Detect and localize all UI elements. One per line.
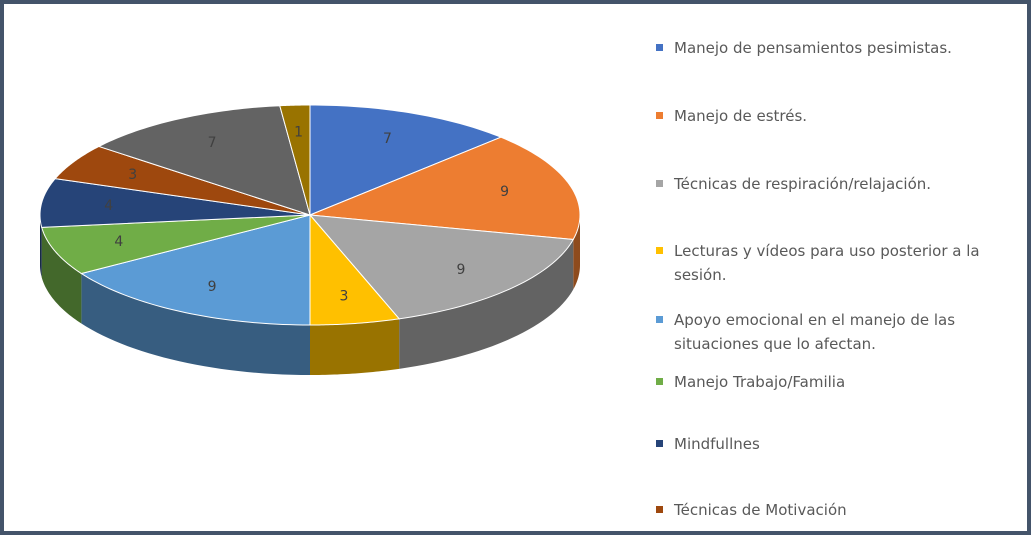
- legend-entry: Manejo de pensamientos pesimistas.: [656, 36, 1016, 60]
- slice-side: [399, 239, 574, 369]
- slice: [279, 104, 311, 216]
- data-label: 9: [208, 279, 217, 295]
- slice: [41, 214, 311, 275]
- legend-entry: Mindfullnes: [656, 432, 1016, 456]
- data-label: 4: [104, 198, 113, 214]
- legend-entry: Técnicas de respiración/relajación.: [656, 172, 1016, 196]
- legend-label: Mindfullnes: [674, 435, 760, 453]
- legend-label: Apoyo emocional en el manejo de las situ…: [674, 311, 956, 353]
- legend-entry: Lecturas y vídeos para uso posterior a l…: [656, 239, 1016, 287]
- data-label: 9: [457, 262, 466, 278]
- slice: [308, 214, 575, 320]
- legend-label: Técnicas de respiración/relajación.: [674, 175, 932, 193]
- slice-side: [310, 318, 400, 375]
- data-label: 1: [294, 125, 303, 141]
- data-label: 3: [128, 167, 137, 183]
- slice-side: [40, 215, 42, 278]
- data-label: 7: [383, 131, 392, 147]
- legend-label: Manejo Trabajo/Familia: [674, 373, 846, 391]
- legend-swatch: [656, 378, 663, 385]
- legend-swatch: [656, 180, 663, 187]
- slice: [309, 104, 503, 216]
- legend-entry: Apoyo emocional en el manejo de las situ…: [656, 308, 1016, 356]
- slice: [80, 214, 311, 326]
- legend-entry: Manejo Trabajo/Familia: [656, 370, 1016, 394]
- legend-entry: Manejo de estrés.: [656, 104, 1016, 128]
- data-label: 7: [208, 135, 217, 151]
- legend-swatch: [656, 316, 663, 323]
- slice-side: [41, 227, 82, 324]
- legend-label: Técnicas de Motivación: [674, 501, 847, 519]
- slice: [54, 145, 311, 216]
- slice: [309, 136, 581, 241]
- legend-swatch: [656, 247, 663, 254]
- legend-entry: Técnicas de Motivación: [656, 498, 1016, 522]
- slice-side: [81, 273, 311, 375]
- legend-swatch: [656, 506, 663, 513]
- data-label: 4: [114, 234, 123, 250]
- slice: [309, 213, 401, 326]
- legend-label: Lecturas y vídeos para uso posterior a l…: [674, 242, 980, 284]
- legend-swatch: [656, 440, 663, 447]
- legend-swatch: [656, 44, 663, 51]
- slice: [97, 105, 311, 216]
- legend-swatch: [656, 112, 663, 119]
- legend-label: Manejo de pensamientos pesimistas.: [674, 39, 952, 57]
- legend-label: Manejo de estrés.: [674, 107, 808, 125]
- data-label: 3: [339, 288, 348, 304]
- data-label: 9: [500, 184, 509, 200]
- slice-side: [573, 215, 580, 290]
- slice: [39, 178, 311, 228]
